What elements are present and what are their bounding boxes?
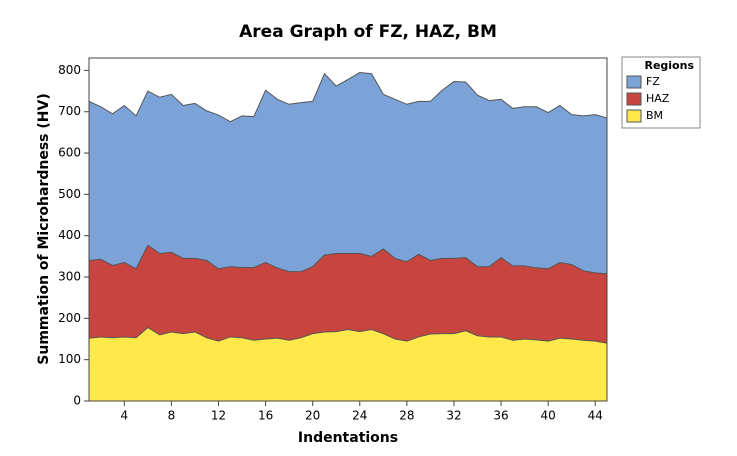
y-axis-label: Summation of Microhardness (HV) <box>36 93 52 364</box>
x-tick-label: 20 <box>305 409 320 423</box>
y-tick-label: 0 <box>73 394 81 408</box>
legend-title: Regions <box>644 59 694 72</box>
area <box>89 72 607 274</box>
area-edge <box>88 244 608 275</box>
x-tick-label: 44 <box>588 409 603 423</box>
y-tick-label: 800 <box>58 63 81 77</box>
x-tick-label: 24 <box>352 409 367 423</box>
area <box>89 245 607 344</box>
legend-swatch <box>626 109 642 123</box>
x-tick-label: 32 <box>446 409 461 423</box>
y-tick-label: 600 <box>58 146 81 160</box>
area <box>89 327 607 401</box>
y-tick-label: 400 <box>58 228 81 242</box>
x-tick-label: 28 <box>399 409 414 423</box>
y-tick-label: 300 <box>58 270 81 284</box>
x-axis-label: Indentations <box>298 430 398 446</box>
x-tick-label: 36 <box>493 409 508 423</box>
x-tick-label: 40 <box>540 409 555 423</box>
legend-swatch <box>626 75 642 89</box>
area-edge <box>88 326 608 344</box>
y-tick-label: 100 <box>58 352 81 366</box>
area-edge <box>88 71 608 123</box>
x-tick-label: 4 <box>120 409 128 423</box>
y-tick-label: 500 <box>58 187 81 201</box>
y-tick-label: 200 <box>58 311 81 325</box>
chart-title: Area Graph of FZ, HAZ, BM <box>239 22 497 42</box>
x-tick-label: 16 <box>258 409 273 423</box>
legend-label: FZ <box>646 75 660 88</box>
x-tick-label: 12 <box>211 409 226 423</box>
plot-border <box>88 57 608 402</box>
legend-label: HAZ <box>646 92 670 105</box>
legend-swatch <box>626 92 642 106</box>
x-tick-label: 8 <box>168 409 176 423</box>
y-tick-label: 700 <box>58 104 81 118</box>
legend-label: BM <box>646 109 663 122</box>
